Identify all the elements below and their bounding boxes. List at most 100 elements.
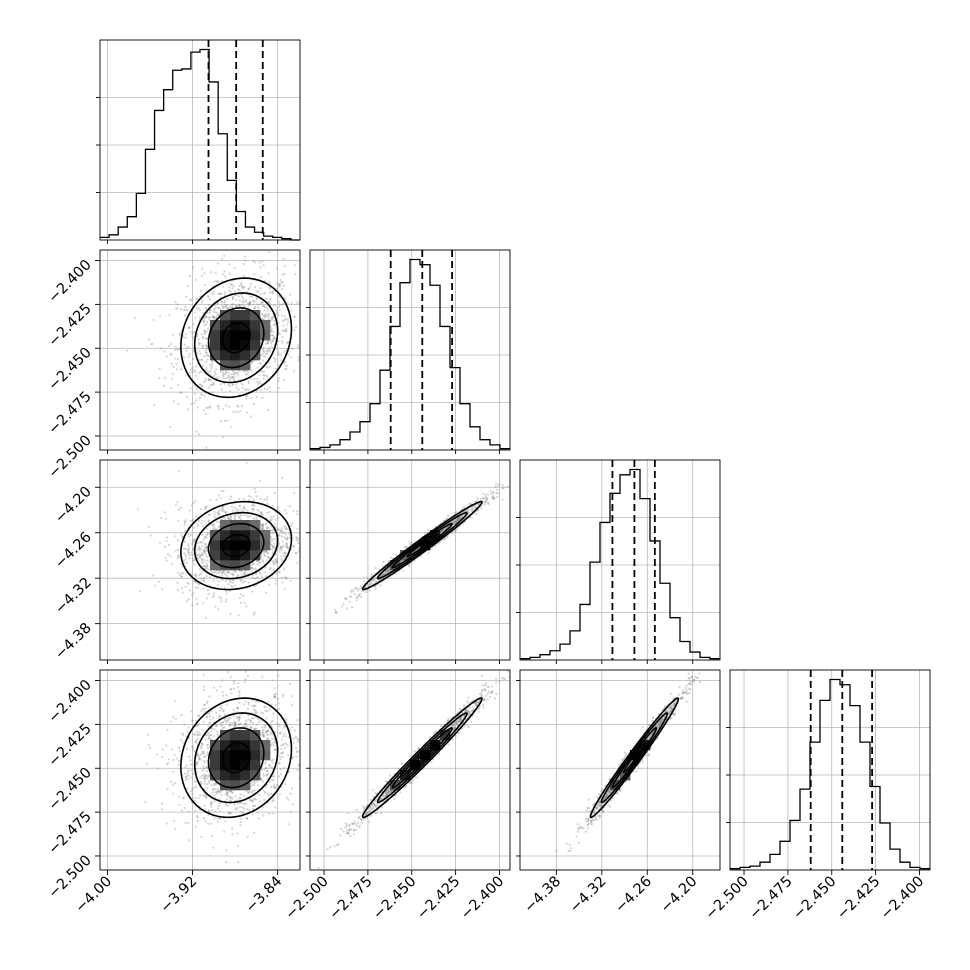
scatter-point (247, 388, 250, 391)
scatter-point (188, 557, 191, 560)
scatter-point (202, 703, 205, 707)
scatter-point (360, 595, 363, 599)
scatter-point (294, 273, 297, 276)
scatter-point (202, 565, 205, 568)
scatter-point (194, 537, 197, 541)
scatter-point (203, 520, 206, 523)
scatter-point (282, 302, 285, 305)
scatter-point (154, 584, 157, 587)
scatter-point (495, 488, 499, 491)
histogram-frame (99, 39, 301, 241)
scatter-point (207, 295, 210, 298)
scatter-point (183, 523, 186, 526)
scatter-point (443, 537, 446, 540)
scatter-point (264, 766, 268, 770)
scatter-point (195, 545, 198, 548)
scatter-point (191, 366, 194, 369)
density-cell (220, 320, 231, 331)
scatter-point (243, 573, 246, 576)
scatter-point (280, 529, 283, 532)
scatter-point (196, 351, 199, 354)
scatter-point (247, 381, 250, 385)
scatter-point (231, 578, 234, 582)
scatter-point (194, 780, 197, 784)
scatter-point (165, 355, 168, 358)
scatter-point (252, 509, 255, 512)
contour-level-0 (406, 533, 438, 558)
scatter-point (292, 315, 295, 318)
scatter-point (229, 425, 232, 428)
scatter-point (400, 559, 403, 563)
scatter-point (255, 380, 259, 384)
scatter-point (263, 498, 266, 501)
scatter-point (233, 266, 236, 270)
scatter-point (265, 550, 268, 553)
scatter-point (228, 498, 231, 501)
scatter-point (262, 789, 265, 792)
scatter-point (279, 359, 282, 362)
scatter-point (267, 361, 270, 364)
scatter-point (234, 517, 237, 520)
scatter-point (233, 375, 236, 378)
scatter-point (216, 511, 219, 515)
scatter-point (196, 333, 199, 336)
scatter-point (278, 309, 281, 312)
scatter-point (455, 519, 458, 522)
scatter-point (214, 782, 217, 785)
scatter-point (250, 295, 254, 298)
scatter-point (266, 307, 270, 310)
scatter-point (191, 543, 194, 546)
scatter-point (219, 685, 222, 688)
scatter-point (487, 501, 490, 504)
scatter-point (268, 365, 272, 368)
scatter-point (283, 555, 286, 558)
scatter-point (173, 700, 177, 703)
scatter-point (281, 581, 284, 584)
scatter-point (203, 331, 206, 334)
scatter-point (273, 687, 276, 690)
scatter-point (280, 288, 284, 291)
scatter-point (190, 551, 193, 554)
scatter-point (255, 297, 258, 300)
scatter-point (221, 436, 224, 439)
scatter-point (296, 527, 299, 531)
scatter-point (203, 777, 206, 780)
scatter-point (271, 292, 274, 295)
scatter-point (282, 531, 285, 534)
scatter-point (265, 527, 269, 530)
scatter-point (231, 375, 234, 378)
scatter-point (244, 300, 247, 303)
scatter-point (204, 616, 207, 620)
scatter-point (241, 812, 245, 815)
scatter-point (453, 522, 457, 525)
scatter-point (158, 367, 161, 370)
scatter-point (192, 358, 195, 361)
scatter-point (185, 555, 188, 558)
scatter-point (492, 494, 495, 497)
scatter-point (251, 303, 255, 306)
scatter-point (343, 597, 346, 601)
scatter-point (335, 611, 338, 614)
scatter-point (464, 509, 467, 513)
scatter-point (222, 489, 225, 493)
scatter-point (211, 360, 214, 363)
scatter-point (198, 757, 202, 761)
scatter-point (493, 496, 496, 500)
scatter-point (200, 554, 203, 557)
scatter-point (194, 499, 197, 502)
scatter-point (243, 571, 246, 574)
scatter-point (251, 299, 254, 302)
density-cell (230, 320, 241, 331)
scatter-point (292, 742, 295, 745)
scatter-point (238, 288, 241, 291)
scatter-point (147, 525, 150, 529)
scatter-point (178, 573, 182, 577)
scatter-point (262, 549, 265, 553)
scatter-point (188, 774, 191, 778)
scatter-point (367, 584, 370, 587)
scatter-point (257, 306, 260, 309)
scatter-point (282, 693, 285, 696)
scatter-point (183, 521, 187, 524)
scatter-point (156, 767, 159, 770)
scatter-point (223, 372, 226, 376)
